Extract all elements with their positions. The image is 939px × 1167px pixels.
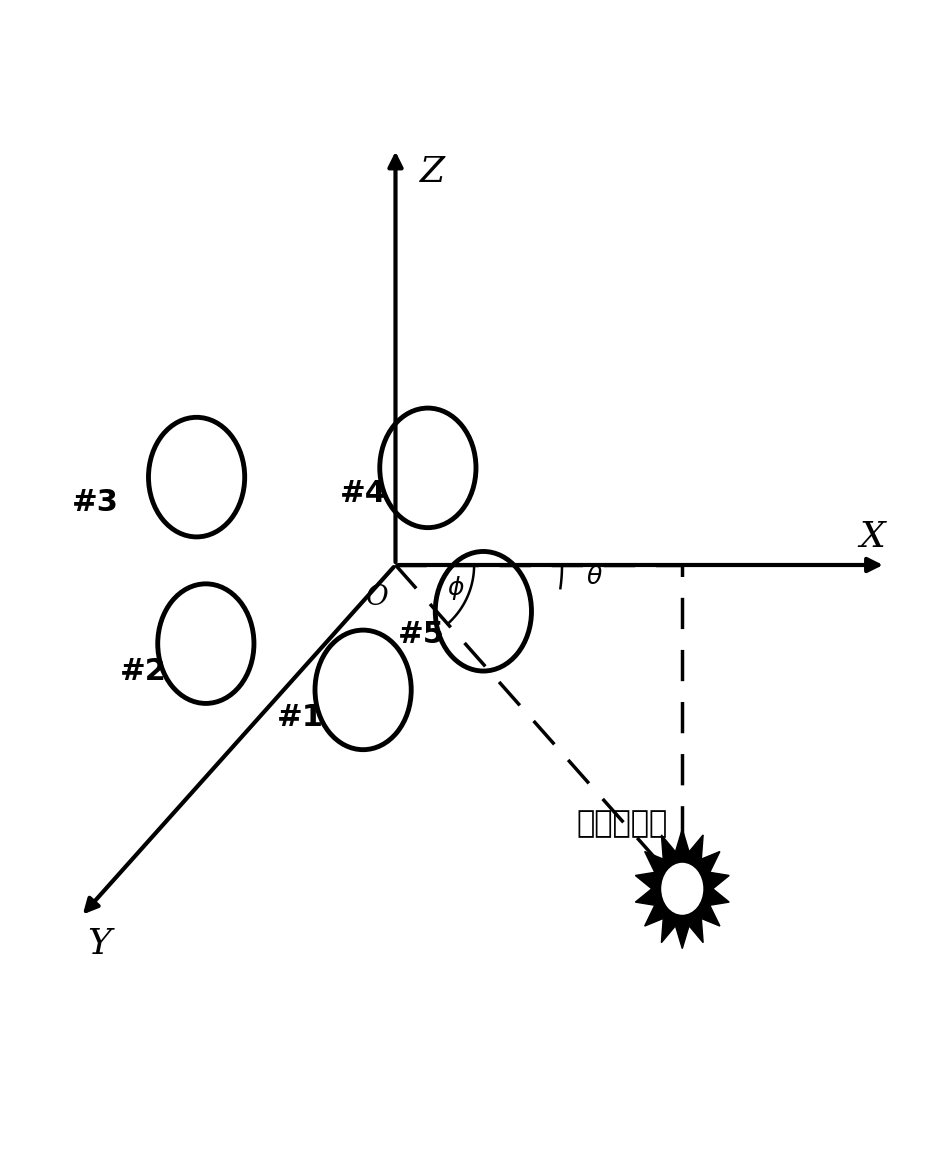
Text: #4: #4 [340,480,387,509]
Text: Z: Z [420,155,445,189]
Text: #3: #3 [71,488,118,517]
Text: Y: Y [87,928,112,962]
Polygon shape [636,829,730,949]
Text: #5: #5 [398,620,445,649]
Ellipse shape [662,864,702,914]
Text: #1: #1 [277,704,324,732]
Text: X: X [859,520,885,554]
Text: #2: #2 [119,657,166,686]
Text: 局部放电源: 局部放电源 [577,810,668,839]
Text: O: O [365,584,389,610]
Text: $\phi$: $\phi$ [447,574,465,602]
Text: $\theta$: $\theta$ [586,566,603,588]
